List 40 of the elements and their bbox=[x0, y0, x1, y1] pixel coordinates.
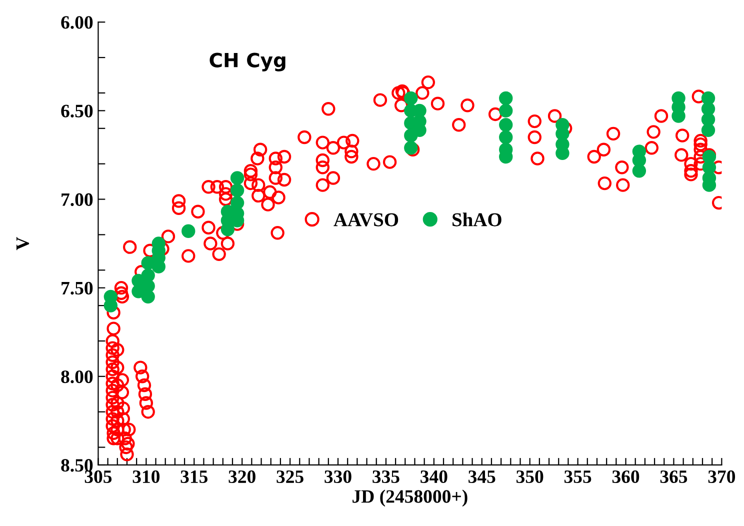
x-tick-label: 365 bbox=[660, 470, 688, 484]
point bbox=[702, 160, 716, 174]
y-tick-label: 8.50 bbox=[61, 459, 93, 472]
legend-label: AAVSO bbox=[334, 213, 398, 226]
point bbox=[230, 171, 244, 185]
x-axis-title: JD (2458000+) bbox=[352, 490, 468, 507]
legend-label: ShAO bbox=[452, 212, 502, 226]
point bbox=[499, 118, 513, 132]
point bbox=[182, 224, 196, 238]
y-tick-label: 7.00 bbox=[62, 193, 93, 206]
y-tick-label: 6.00 bbox=[61, 16, 93, 29]
point bbox=[701, 91, 716, 106]
point bbox=[499, 91, 513, 106]
x-tick-label: 315 bbox=[180, 470, 208, 484]
x-tick-label: 320 bbox=[228, 470, 256, 484]
x-tick-label: 355 bbox=[564, 470, 592, 484]
point bbox=[230, 184, 244, 198]
point bbox=[404, 91, 418, 106]
point bbox=[141, 290, 155, 304]
point bbox=[141, 279, 155, 293]
x-tick-label: 335 bbox=[372, 470, 400, 484]
x-tick-label: 325 bbox=[276, 470, 304, 484]
x-tick-label: 345 bbox=[468, 470, 496, 484]
y-tick-label: 7.50 bbox=[62, 282, 93, 295]
x-tick-label: 305 bbox=[84, 470, 112, 484]
y-axis-title: V bbox=[16, 236, 30, 250]
x-tick-label: 350 bbox=[516, 470, 544, 484]
point bbox=[632, 164, 646, 178]
point bbox=[499, 130, 513, 144]
point bbox=[701, 123, 716, 138]
point bbox=[499, 104, 513, 118]
x-tick-label: 340 bbox=[420, 470, 448, 484]
x-tick-label: 310 bbox=[132, 470, 160, 484]
text: CH Cyg bbox=[210, 52, 286, 72]
y-tick-label: 8.00 bbox=[61, 370, 93, 384]
x-tick-label: 370 bbox=[708, 470, 736, 484]
x-tick-label: 330 bbox=[324, 470, 352, 484]
x-tick-label: 360 bbox=[612, 470, 640, 484]
point bbox=[230, 196, 244, 210]
y-tick-label: 6.50 bbox=[61, 104, 93, 118]
